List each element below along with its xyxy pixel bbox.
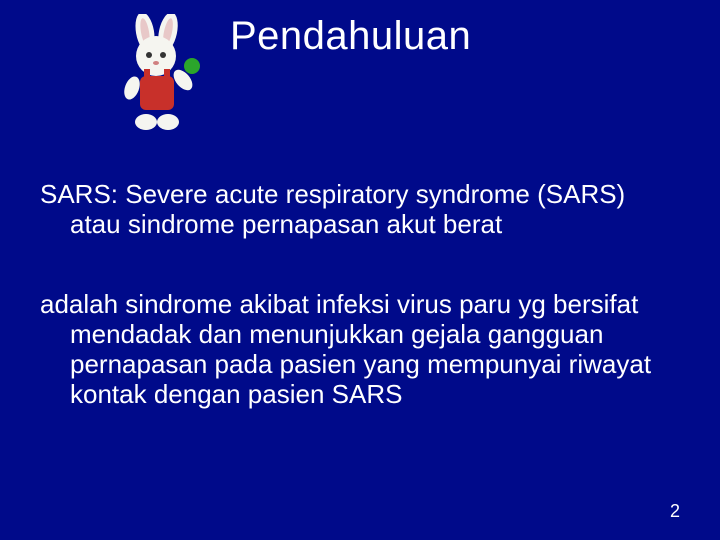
paragraph-2: adalah sindrome akibat infeksi virus par… [40,290,680,410]
page-number: 2 [670,501,680,522]
bunny-illustration [110,14,210,144]
paragraph-1-text: SARS: Severe acute respiratory syndrome … [40,180,680,240]
slide: Pendahuluan SARS: Severe acute respirato… [0,0,720,540]
slide-title: Pendahuluan [230,14,471,59]
paragraph-1: SARS: Severe acute respiratory syndrome … [40,180,680,240]
paragraph-2-text: adalah sindrome akibat infeksi virus par… [40,290,680,410]
